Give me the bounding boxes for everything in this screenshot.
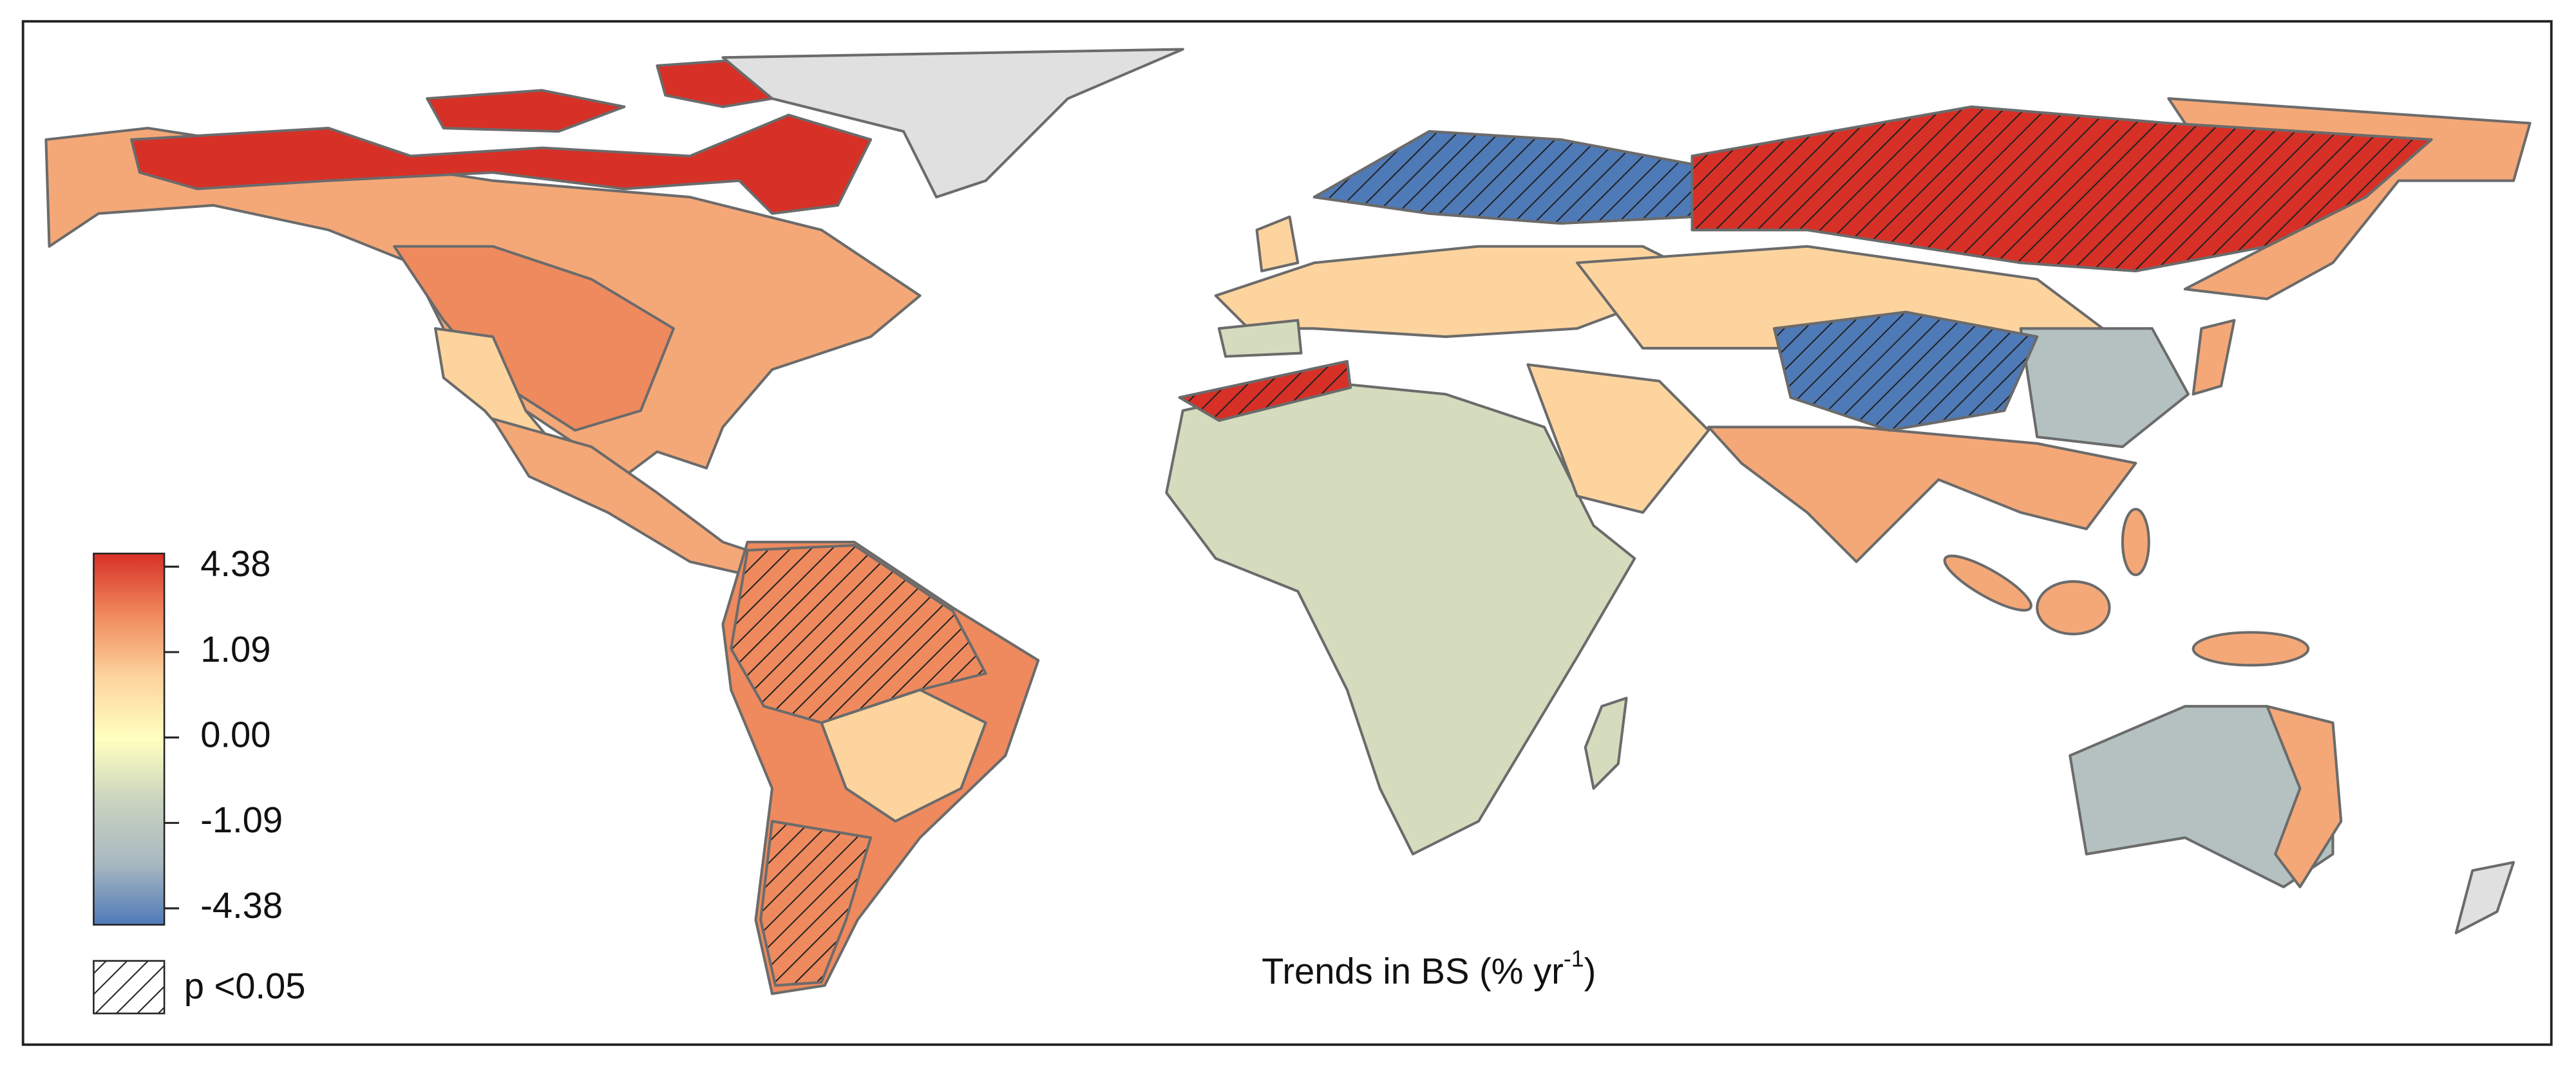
region bbox=[2121, 507, 2150, 577]
region bbox=[730, 544, 987, 724]
region bbox=[2192, 319, 2236, 396]
region bbox=[1255, 215, 1300, 273]
region bbox=[426, 89, 626, 133]
region bbox=[1690, 105, 2433, 273]
hatch-swatch bbox=[93, 960, 166, 1015]
caption-close: ) bbox=[1584, 951, 1596, 991]
region bbox=[2069, 705, 2334, 888]
region bbox=[2019, 327, 2190, 449]
region bbox=[721, 48, 1184, 199]
caption-superscript: -1 bbox=[1564, 946, 1584, 972]
colorbar-tick-label: -4.38 bbox=[200, 885, 283, 926]
hatch-label: p <0.05 bbox=[184, 966, 306, 1006]
region bbox=[1943, 554, 2032, 612]
colorbar-tick-label: 1.09 bbox=[200, 629, 270, 669]
region bbox=[2454, 861, 2515, 935]
colorbar-tick-label: -1.09 bbox=[200, 800, 283, 840]
legend: p <0.05 4.38 1.09 0.00 -1.09 -4.38 bbox=[93, 543, 306, 1015]
region bbox=[1707, 425, 2137, 563]
region bbox=[1773, 310, 2039, 432]
land-regions bbox=[44, 48, 2532, 995]
caption: Trends in BS (% yr-1) bbox=[1262, 946, 1596, 991]
caption-text: Trends in BS (% yr bbox=[1262, 951, 1564, 991]
region bbox=[2036, 580, 2111, 635]
region bbox=[1584, 697, 1628, 790]
colorbar-tick-label: 4.38 bbox=[200, 543, 270, 584]
region bbox=[2266, 705, 2343, 888]
colorbar-tick-label: 0.00 bbox=[200, 715, 270, 755]
colorbar bbox=[93, 552, 166, 926]
region bbox=[759, 819, 873, 987]
region bbox=[1526, 363, 1710, 514]
region bbox=[130, 113, 873, 215]
region bbox=[2192, 631, 2310, 667]
region bbox=[1217, 319, 1303, 358]
region bbox=[1178, 360, 1352, 422]
region bbox=[1165, 379, 1636, 856]
